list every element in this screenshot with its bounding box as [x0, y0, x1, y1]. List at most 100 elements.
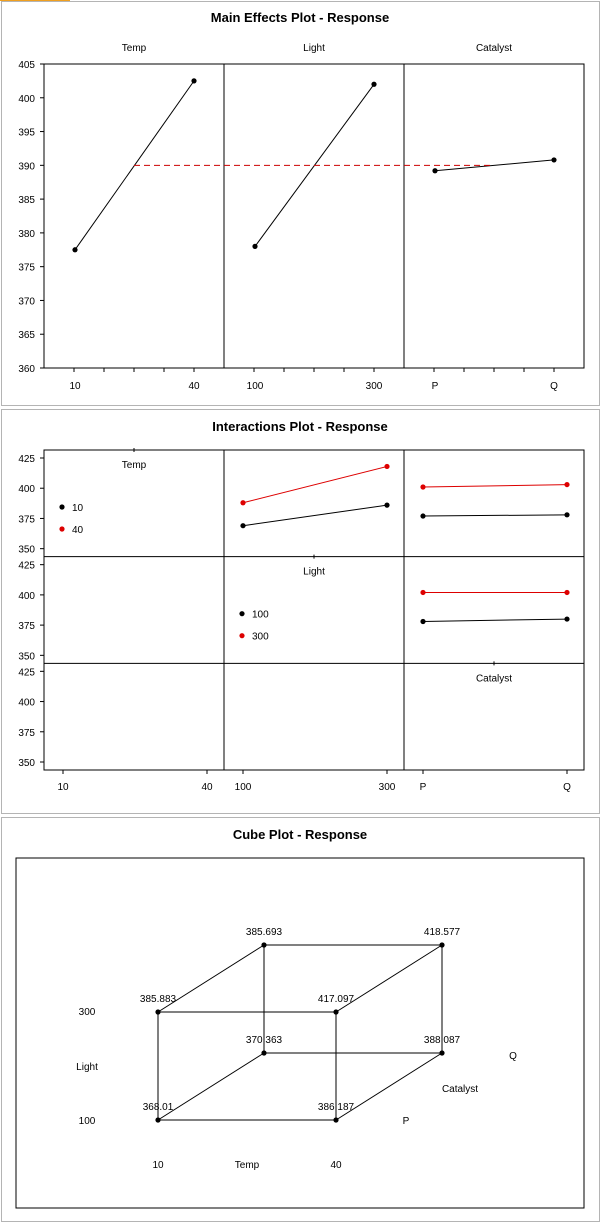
- cube-corner-value: 385.693: [246, 927, 283, 938]
- level-label: 100: [247, 381, 264, 392]
- cube-corner-point: [261, 942, 267, 948]
- temp-axis-label: Temp: [235, 1160, 260, 1171]
- catalyst-level-label: P: [403, 1116, 410, 1127]
- interaction-point: [384, 502, 390, 508]
- legend-label: 300: [252, 632, 269, 643]
- cube-title: Cube Plot - Response: [233, 827, 367, 842]
- legend-marker: [59, 526, 65, 532]
- cube-corner-point: [261, 1050, 267, 1056]
- cube-corner-point: [155, 1009, 161, 1015]
- cube-corner-value: 386.187: [318, 1102, 355, 1113]
- y-tick-label: 395: [18, 128, 35, 139]
- cube-corner-point: [439, 942, 445, 948]
- light-level-label: 100: [79, 1116, 96, 1127]
- light-level-label: 300: [79, 1007, 96, 1018]
- y-tick-label: 375: [18, 728, 35, 739]
- interaction-point: [420, 618, 426, 625]
- cube-corner-point: [333, 1117, 339, 1123]
- temp-level-label: 10: [152, 1160, 164, 1171]
- y-tick-label: 375: [18, 263, 35, 274]
- main-effects-title: Main Effects Plot - Response: [211, 10, 389, 25]
- cube-plot: 368.01 386.187 385.883 417.097 370.363 388.08…: [15, 857, 585, 1209]
- interaction-point: [240, 523, 246, 529]
- y-tick-label: 375: [18, 514, 35, 525]
- y-tick-label: 425: [18, 667, 35, 678]
- y-tick-label: 380: [18, 229, 35, 240]
- cube-corner-value: 368.01: [143, 1102, 174, 1113]
- mean-point: [252, 243, 258, 249]
- level-label: 10: [69, 381, 81, 392]
- interaction-point: [564, 481, 570, 488]
- y-tick-label: 385: [18, 195, 35, 206]
- interaction-point: [240, 500, 246, 506]
- y-tick-label: 400: [18, 591, 35, 602]
- cube-corner-value: 418.577: [424, 927, 461, 938]
- level-label: Q: [550, 381, 558, 392]
- factor-label-catalyst: Catalyst: [476, 43, 512, 54]
- legend-label: 40: [72, 525, 84, 536]
- level-label: 300: [379, 782, 396, 793]
- effect-line: [434, 159, 555, 172]
- main-effects-plot: 360 365 370 375 380 385 390 395 400 405 Temp 10 40 Li…: [18, 43, 585, 392]
- cube-corner-value: 370.363: [246, 1035, 283, 1046]
- level-label: 100: [235, 782, 252, 793]
- factor-label-light: Light: [303, 567, 325, 578]
- catalyst-level-label: Q: [509, 1051, 517, 1062]
- y-tick-label: 390: [18, 161, 35, 172]
- cube-edge: [157, 944, 265, 1013]
- cube-corner-point: [155, 1117, 161, 1123]
- interaction-line: [422, 618, 568, 622]
- mean-point: [72, 247, 78, 253]
- cube-frame-box: [15, 857, 585, 1209]
- interactions-frame: [1, 409, 600, 814]
- cube-corner-value: 417.097: [318, 994, 355, 1005]
- main-effects-frame: [1, 1, 600, 406]
- catalyst-axis-label: Catalyst: [442, 1084, 478, 1095]
- mean-point: [191, 78, 197, 84]
- y-tick-label: 365: [18, 330, 35, 341]
- legend-marker: [239, 611, 245, 617]
- level-label: 300: [366, 381, 383, 392]
- interaction-point: [564, 616, 570, 622]
- interaction-point: [420, 589, 426, 596]
- factor-label-temp: Temp: [122, 43, 147, 54]
- interactions-plot: 350 375 400 425 350 375 400 425 350 375 400 425 Temp…: [18, 448, 585, 793]
- legend-label: 100: [252, 610, 269, 621]
- light-axis-label: Light: [76, 1062, 98, 1073]
- factor-label-catalyst: Catalyst: [476, 673, 512, 684]
- cube-edge: [157, 1052, 265, 1121]
- interaction-line: [242, 504, 388, 527]
- factor-label-temp: Temp: [122, 460, 147, 471]
- y-tick-label: 375: [18, 621, 35, 632]
- legend-marker: [239, 633, 245, 639]
- legend-label: 10: [72, 503, 84, 514]
- cube-corner-point: [333, 1009, 339, 1015]
- y-tick-label: 405: [18, 60, 35, 71]
- level-label: P: [420, 782, 427, 793]
- interaction-line: [242, 465, 388, 504]
- interaction-point: [420, 513, 426, 519]
- interaction-point: [420, 484, 426, 490]
- y-tick-label: 425: [18, 454, 35, 465]
- mean-point: [551, 157, 557, 163]
- y-tick-label: 350: [18, 545, 35, 556]
- y-tick-label: 350: [18, 651, 35, 662]
- interaction-point: [564, 512, 570, 518]
- legend-marker: [59, 504, 65, 510]
- y-tick-label: 370: [18, 296, 35, 307]
- factor-label-light: Light: [303, 43, 325, 54]
- cube-edge: [335, 944, 443, 1013]
- level-label: 40: [188, 381, 200, 392]
- y-tick-label: 360: [18, 364, 35, 375]
- temp-level-label: 40: [330, 1160, 342, 1171]
- cube-corner-point: [439, 1050, 445, 1056]
- cube-corner-value: 388.087: [424, 1035, 461, 1046]
- y-tick-label: 400: [18, 484, 35, 495]
- y-tick-label: 400: [18, 698, 35, 709]
- level-label: 40: [201, 782, 213, 793]
- level-label: Q: [563, 782, 571, 793]
- y-tick-label: 400: [18, 94, 35, 105]
- y-tick-label: 425: [18, 561, 35, 572]
- cube-edge: [335, 1052, 443, 1121]
- mean-point: [432, 168, 438, 174]
